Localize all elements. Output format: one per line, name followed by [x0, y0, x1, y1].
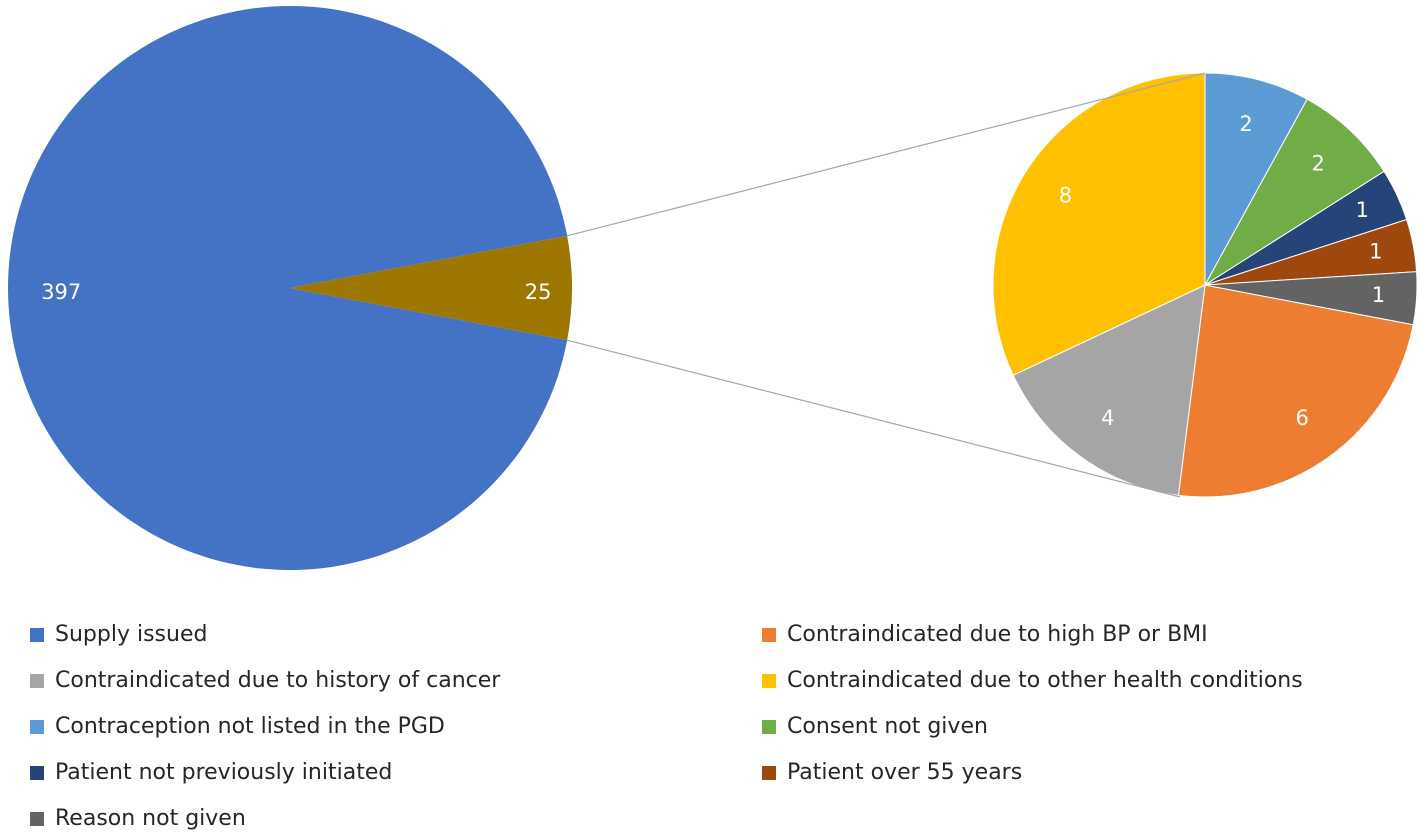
pie-slice	[1204, 72, 1308, 286]
legend-swatch	[30, 812, 44, 826]
legend-label: Consent not given	[787, 714, 988, 739]
legend-label: Patient not previously initiated	[55, 760, 392, 785]
legend-swatch	[30, 720, 44, 734]
legend-swatch	[762, 766, 776, 780]
pie-slice	[7, 6, 568, 571]
legend-label: Supply issued	[55, 622, 207, 647]
pie-slice	[1204, 271, 1418, 326]
data-label: 6	[1296, 406, 1309, 430]
pie-slice	[1177, 284, 1414, 498]
legend-swatch	[762, 628, 776, 642]
legend-swatch	[30, 766, 44, 780]
legend-label: Contraception not listed in the PGD	[55, 714, 445, 739]
legend-swatch	[762, 674, 776, 688]
connector-line	[566, 339, 1181, 498]
legend-label: Contraindicated due to history of cancer	[55, 668, 501, 693]
data-label: 2	[1312, 151, 1325, 175]
pie-slice	[1204, 98, 1385, 286]
legend-label: Contraindicated due to other health cond…	[787, 668, 1303, 693]
data-label: 1	[1356, 198, 1369, 222]
legend-label: Reason not given	[55, 806, 246, 831]
data-label: 1	[1369, 239, 1382, 263]
legend-label: Contraindicated due to high BP or BMI	[787, 622, 1208, 647]
legend-swatch	[30, 628, 44, 642]
legend-label: Patient over 55 years	[787, 760, 1022, 785]
connector-line	[566, 72, 1206, 237]
data-label: 8	[1059, 183, 1072, 207]
data-label: 4	[1101, 406, 1114, 430]
data-label: 25	[525, 280, 552, 304]
pie-slice	[290, 235, 572, 341]
data-label: 1	[1372, 283, 1385, 307]
data-label: 397	[41, 280, 81, 304]
data-label: 2	[1239, 112, 1252, 136]
legend-swatch	[30, 674, 44, 688]
legend-swatch	[762, 720, 776, 734]
pie-slice	[992, 72, 1206, 376]
